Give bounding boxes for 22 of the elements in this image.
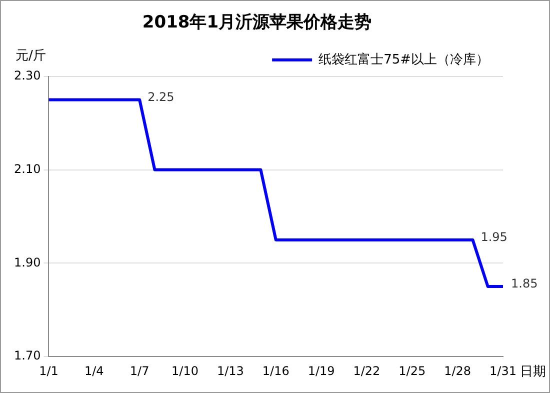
y-tick-label: 1.70 [14, 348, 41, 363]
x-tick-label: 1/13 [216, 364, 244, 378]
data-label: 1.85 [511, 276, 538, 291]
x-tick-label: 1/4 [84, 364, 104, 378]
x-axis-title: 日期 [520, 364, 546, 380]
x-tick-label: 1/19 [308, 364, 335, 378]
x-tick-label: 1/31 [490, 364, 516, 378]
x-tick-label: 1/25 [398, 364, 426, 378]
x-tick-label: 1/16 [262, 364, 290, 378]
x-tick-label: 1/7 [130, 364, 150, 378]
y-tick-label: 1.90 [14, 255, 41, 270]
x-tick-label: 1/1 [39, 364, 58, 378]
data-label: 1.95 [480, 230, 508, 244]
x-tick-label: 1/22 [353, 364, 380, 378]
chart-title: 2018年1月沂源苹果价格走势 [142, 12, 372, 33]
data-label: 2.25 [148, 90, 174, 104]
legend-label: 纸袋红富士75#以上（冷库） [318, 51, 490, 68]
y-axis-title: 元/斤 [16, 48, 46, 64]
x-tick-label: 1/10 [172, 364, 198, 378]
y-tick-label: 2.30 [14, 68, 41, 83]
y-tick-label: 2.10 [14, 162, 41, 176]
x-tick-label: 1/28 [444, 364, 472, 378]
